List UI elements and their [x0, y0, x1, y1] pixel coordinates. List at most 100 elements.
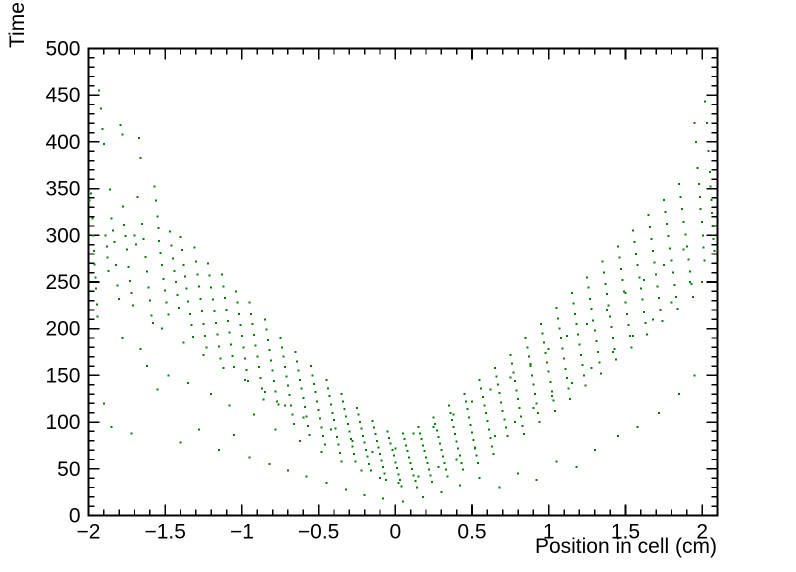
data-point — [297, 369, 300, 372]
data-point — [649, 225, 651, 228]
data-point — [96, 315, 99, 318]
data-point — [423, 450, 426, 453]
data-point — [656, 285, 659, 288]
data-point — [705, 122, 708, 125]
data-point — [216, 333, 219, 336]
data-point — [592, 319, 595, 322]
data-point — [93, 263, 96, 266]
data-point — [254, 344, 257, 347]
y-tick-label: 100 — [45, 411, 80, 434]
data-point — [340, 393, 343, 396]
data-point — [471, 400, 473, 403]
data-point — [345, 415, 348, 418]
data-point — [440, 449, 443, 452]
data-point — [248, 456, 251, 459]
data-point — [667, 235, 670, 238]
data-point — [365, 449, 368, 452]
data-point — [417, 425, 420, 428]
data-point — [703, 259, 706, 262]
data-point — [546, 361, 549, 364]
data-point — [688, 270, 691, 273]
x-tick-label: 0.5 — [457, 521, 486, 544]
data-point — [658, 411, 661, 414]
data-point — [173, 269, 176, 272]
data-point — [138, 137, 141, 140]
data-point — [194, 260, 197, 263]
data-point — [682, 221, 685, 224]
data-point — [161, 327, 164, 330]
data-point — [606, 309, 608, 311]
data-point — [638, 276, 641, 279]
data-point — [655, 273, 658, 276]
data-point — [147, 286, 150, 289]
data-point — [429, 474, 432, 477]
x-tick-label: 1 — [543, 521, 555, 544]
data-point — [214, 322, 217, 325]
data-point — [426, 462, 429, 465]
data-point — [182, 264, 185, 267]
data-point — [162, 278, 165, 281]
data-point — [311, 374, 314, 377]
data-point — [394, 447, 397, 450]
data-point — [259, 377, 262, 380]
data-point — [127, 266, 130, 269]
data-point — [187, 300, 190, 303]
data-point — [580, 353, 582, 356]
data-point — [161, 264, 164, 267]
data-point — [158, 239, 161, 242]
data-point — [521, 424, 524, 427]
data-point — [682, 248, 685, 251]
data-point — [237, 312, 240, 315]
data-point — [265, 328, 268, 331]
data-point — [606, 293, 608, 296]
data-point — [555, 307, 558, 310]
data-point — [196, 273, 199, 276]
data-point — [455, 458, 458, 461]
data-point — [167, 313, 170, 316]
data-point — [348, 430, 351, 433]
x-tick-label: −1.5 — [144, 521, 185, 544]
data-point — [113, 240, 116, 243]
data-point — [208, 274, 211, 277]
data-point — [629, 335, 632, 338]
data-point — [659, 309, 662, 311]
data-point — [221, 273, 223, 276]
data-point — [704, 100, 707, 103]
data-point — [642, 310, 645, 313]
data-point — [636, 264, 639, 267]
data-point — [368, 463, 371, 466]
x-tick-label: −2 — [77, 521, 101, 544]
data-point — [205, 346, 208, 349]
data-point — [561, 347, 564, 350]
data-point — [607, 304, 610, 307]
data-point — [362, 435, 365, 438]
data-point — [89, 192, 92, 195]
data-point — [99, 107, 102, 110]
data-point — [609, 315, 612, 318]
data-point — [555, 460, 558, 463]
data-point — [351, 445, 354, 448]
data-point — [217, 345, 220, 348]
data-point — [102, 142, 105, 145]
data-point — [106, 256, 109, 259]
data-point — [342, 400, 345, 403]
data-point — [412, 474, 415, 477]
data-point — [329, 428, 332, 431]
data-point — [420, 437, 423, 440]
data-point — [709, 185, 712, 188]
data-point — [514, 380, 516, 382]
data-point — [693, 374, 696, 377]
data-point — [642, 279, 645, 282]
data-point — [380, 459, 383, 462]
data-point — [612, 351, 615, 354]
data-point — [253, 334, 256, 337]
data-point — [320, 426, 323, 429]
x-tick-label: 2 — [696, 521, 708, 544]
data-point — [474, 447, 477, 450]
data-point — [665, 223, 668, 226]
data-point — [139, 156, 142, 159]
data-point — [553, 409, 556, 412]
data-point — [119, 124, 122, 127]
data-point — [478, 477, 481, 480]
